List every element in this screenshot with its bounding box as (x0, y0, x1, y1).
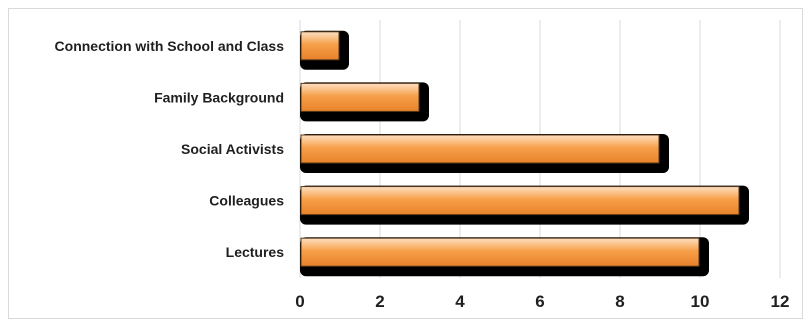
category-label: Connection with School and Class (55, 38, 285, 54)
category-labels: Connection with School and Class Family B… (55, 38, 285, 260)
bar (300, 186, 740, 216)
bar (300, 82, 420, 112)
x-tick-label: 4 (455, 292, 465, 311)
x-tick-label: 6 (535, 292, 544, 311)
x-tick-label: 12 (771, 292, 790, 311)
x-tick-label: 8 (615, 292, 624, 311)
bar (300, 134, 660, 164)
x-tick-label: 2 (375, 292, 384, 311)
bar (300, 31, 340, 61)
x-tick-label: 10 (691, 292, 710, 311)
bar (300, 237, 700, 267)
category-label: Social Activists (181, 141, 284, 157)
category-label: Colleagues (209, 193, 284, 209)
x-axis-ticks: 0 2 4 6 8 10 12 (295, 292, 789, 311)
category-label: Lectures (226, 244, 285, 260)
bars (300, 30, 749, 277)
x-tick-label: 0 (295, 292, 304, 311)
category-label: Family Background (154, 89, 284, 105)
